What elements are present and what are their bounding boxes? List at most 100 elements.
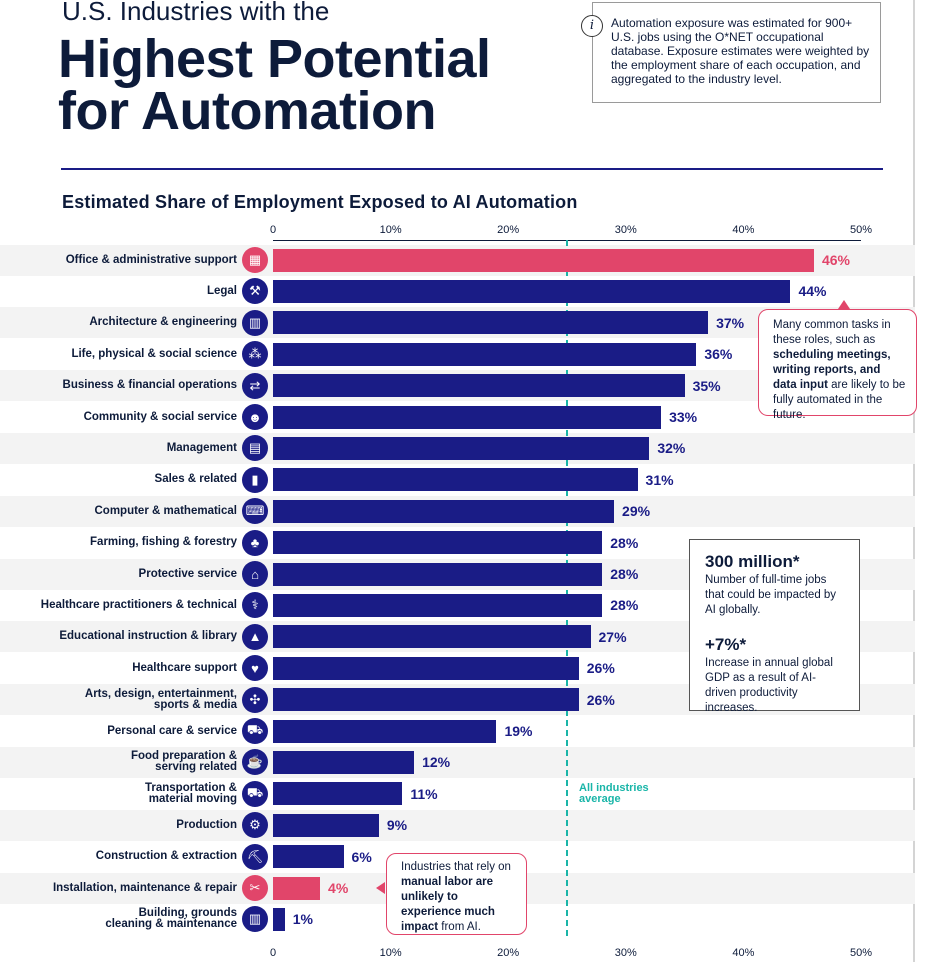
document-icon: ▤ xyxy=(242,435,268,462)
x-tick-label: 50% xyxy=(849,224,873,236)
x-tick-label: 20% xyxy=(497,947,520,959)
bar-value-label: 32% xyxy=(657,440,686,457)
right-edge-border xyxy=(913,0,915,962)
stats-box: 300 million* Number of full-time jobs th… xyxy=(689,539,860,714)
category-label: Building, grounds cleaning & maintenance xyxy=(105,907,237,931)
average-label: All industries average xyxy=(579,782,649,805)
bar-value-label: 31% xyxy=(645,471,674,488)
category-label: Community & social service xyxy=(83,410,237,423)
heart-pulse-icon: ♥ xyxy=(242,655,268,682)
row-stripe xyxy=(0,746,915,778)
gamepad-icon: ✣ xyxy=(242,686,268,713)
stat-jobs-desc: Number of full-time jobs that could be i… xyxy=(705,574,837,616)
category-label: Legal xyxy=(206,284,237,297)
main-title-line2: for Automation xyxy=(58,81,436,141)
bar-value-label: 26% xyxy=(586,660,615,677)
x-tick-label: 40% xyxy=(732,224,755,236)
bar-value-label: 11% xyxy=(410,785,438,802)
stat-gdp-value: +7%* xyxy=(705,635,747,654)
bar-value-label: 36% xyxy=(704,346,733,363)
callout-low-arrow xyxy=(376,882,385,894)
category-label: Production xyxy=(176,818,237,831)
sales-chart-icon: ▮ xyxy=(242,466,268,493)
bar-value-label: 19% xyxy=(504,723,533,739)
bar xyxy=(273,374,685,398)
bar-value-label: 12% xyxy=(422,754,451,771)
category-label: Educational instruction & library xyxy=(59,630,237,643)
category-label: Office & administrative support xyxy=(65,253,237,266)
category-label: Management xyxy=(166,441,237,454)
food-icon: ☕ xyxy=(242,749,268,776)
bar-value-label: 26% xyxy=(586,691,615,708)
bar xyxy=(273,782,403,806)
x-tick-label: 10% xyxy=(379,224,402,236)
category-label: Sales & related xyxy=(154,473,237,486)
building-icon: ▥ xyxy=(242,309,268,336)
callout-high-arrow xyxy=(838,300,850,309)
bar xyxy=(273,876,321,900)
pre-title: U.S. Industries with the xyxy=(62,0,330,26)
user-icon: ☻ xyxy=(242,404,268,430)
callout-high-exposure: Many common tasks in these roles, such a… xyxy=(758,309,917,421)
bar xyxy=(273,656,579,680)
truck-icon: ⛟ xyxy=(242,780,268,807)
row-stripe xyxy=(0,809,915,841)
bar-value-label: 28% xyxy=(610,534,639,551)
main-title-line1: Highest Potential xyxy=(58,29,491,89)
bar-value-label: 27% xyxy=(598,628,627,645)
bar xyxy=(273,499,615,523)
tree-icon: ♣ xyxy=(242,529,268,556)
bar-value-label: 9% xyxy=(386,817,408,834)
cart-icon: ⛟ xyxy=(242,718,268,744)
bar xyxy=(273,907,285,931)
stethoscope-icon: ⚕ xyxy=(242,592,268,619)
title-divider xyxy=(61,168,883,170)
graduation-cap-icon: ▲ xyxy=(242,623,268,650)
chart-title: Estimated Share of Employment Exposed to… xyxy=(62,192,578,212)
bar xyxy=(273,593,603,617)
callout-high-text1: Many common tasks in these roles, such a… xyxy=(773,319,891,346)
category-label: Farming, fishing & forestry xyxy=(90,536,237,549)
category-label: Business & financial operations xyxy=(62,379,237,392)
callout-high-bold: scheduling meetings, writing reports, an… xyxy=(773,349,891,391)
bar xyxy=(273,311,709,335)
handshake-icon: ⇄ xyxy=(242,372,268,399)
category-label: Architecture & engineering xyxy=(89,316,237,329)
callout-low-bold: manual labor are unlikely to experience … xyxy=(401,876,495,933)
excavator-icon: ⛏ xyxy=(242,843,268,870)
category-label: Personal care & service xyxy=(107,724,237,737)
stat-gdp-desc: Increase in annual global GDP as a resul… xyxy=(705,657,833,714)
computer-icon: ⌨ xyxy=(242,498,268,525)
bar xyxy=(273,562,603,586)
bar-value-label: 4% xyxy=(328,880,349,896)
bar-value-label: 37% xyxy=(716,314,745,331)
x-tick-label: 0 xyxy=(269,947,277,959)
bar-value-label: 28% xyxy=(610,597,639,614)
methodology-text: Automation exposure was estimated for 90… xyxy=(611,16,870,86)
people-icon: ⁂ xyxy=(242,341,268,368)
bar-value-label: 33% xyxy=(669,409,698,425)
average-line xyxy=(566,240,568,936)
info-icon: i xyxy=(581,15,603,37)
category-label: Food preparation & serving related xyxy=(130,750,237,774)
bar xyxy=(273,248,814,272)
stat-jobs-value: 300 million* xyxy=(705,552,800,571)
callout-low-exposure: Industries that rely on manual labor are… xyxy=(386,853,527,935)
office-icon: ▦ xyxy=(242,247,268,273)
callout-low-text2: from AI. xyxy=(438,921,481,933)
category-label: Protective service xyxy=(138,567,237,580)
category-label: Healthcare practitioners & technical xyxy=(40,598,237,611)
bar xyxy=(273,342,697,366)
bar xyxy=(273,719,497,743)
bar xyxy=(273,813,379,837)
gavel-icon: ⚒ xyxy=(242,278,268,305)
category-label: Healthcare support xyxy=(132,661,237,674)
bar-value-label: 44% xyxy=(798,283,827,300)
callout-high-text2: are likely to be fully automated in the … xyxy=(773,379,906,421)
main-title: Highest Potential for Automation xyxy=(58,29,491,141)
lock-icon: ⌂ xyxy=(242,561,268,587)
bar-value-label: 28% xyxy=(610,566,639,582)
x-tick-label: 40% xyxy=(732,947,755,959)
bar xyxy=(273,531,603,555)
bar-value-label: 46% xyxy=(821,252,850,268)
